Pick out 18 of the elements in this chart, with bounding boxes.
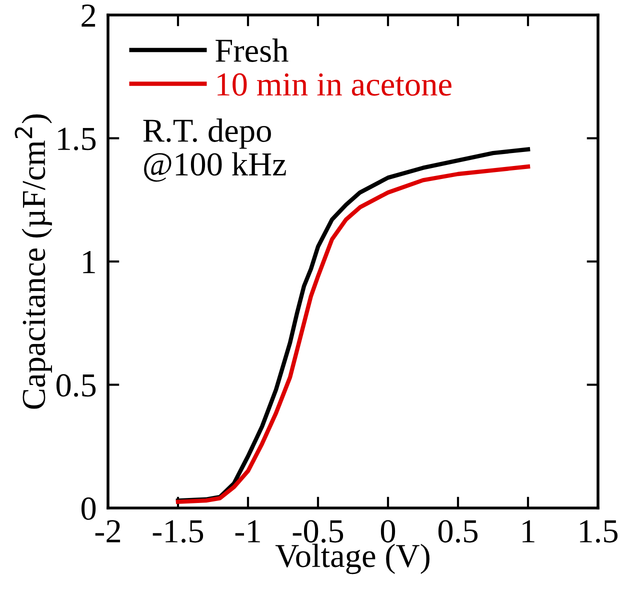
y-tick-label: 2 bbox=[82, 4, 96, 27]
legend-label: Fresh bbox=[216, 38, 288, 62]
x-tick-label: 0.5 bbox=[438, 520, 478, 543]
x-tick-label: 1 bbox=[522, 520, 534, 542]
y-tick-label: 0.5 bbox=[56, 374, 96, 397]
y-tick-label: 1.5 bbox=[58, 128, 96, 150]
legend-label: 10 min in acetone bbox=[218, 73, 452, 96]
y-axis-title: Capacitance (µF/cm$^{2}$) bbox=[14, 114, 52, 409]
x-axis-title: Voltage (V) bbox=[275, 544, 430, 574]
y-tick-label: 1 bbox=[83, 251, 95, 274]
y-tick-label: 0 bbox=[81, 497, 96, 520]
x-tick-label: 1.5 bbox=[580, 520, 618, 543]
x-tick-label: -1.5 bbox=[152, 520, 204, 543]
x-tick-label: -0.5 bbox=[292, 520, 344, 543]
annotation: R.T. depo @100 kHz bbox=[143, 118, 286, 182]
x-tick-label: -2 bbox=[95, 520, 120, 542]
x-tick-label: 0 bbox=[380, 520, 396, 543]
x-tick-label: -1 bbox=[235, 520, 260, 542]
